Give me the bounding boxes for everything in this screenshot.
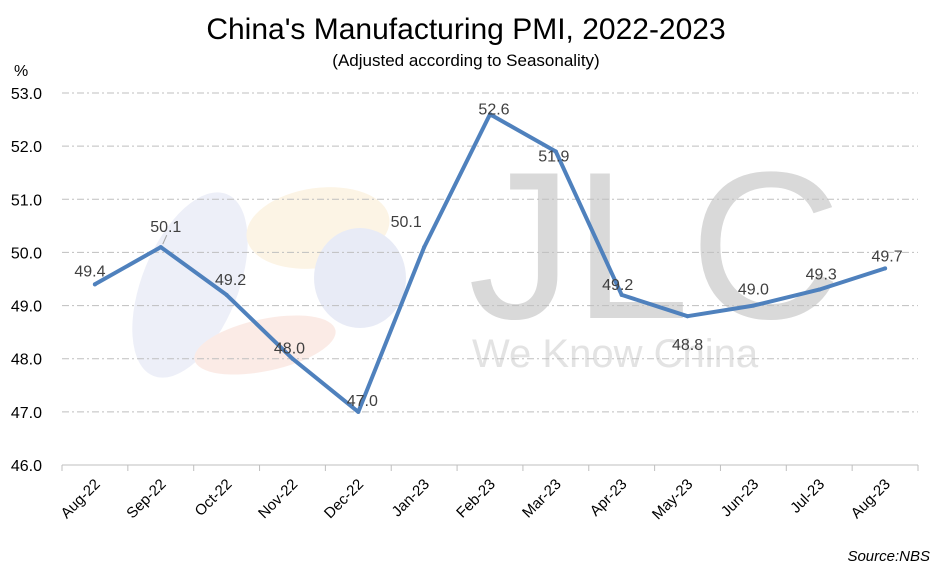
watermark-tagline: We Know China — [472, 332, 759, 376]
chart-subtitle: (Adjusted according to Seasonality) — [332, 51, 599, 70]
y-tick-label: 51.0 — [11, 192, 42, 209]
data-point — [488, 112, 492, 117]
data-point — [290, 356, 295, 361]
data-label: 49.7 — [872, 248, 903, 265]
x-tick-label: Mar-23 — [519, 476, 565, 522]
label-leader — [162, 234, 168, 245]
x-tick-label: Jul-23 — [787, 476, 828, 517]
watermark-logo — [132, 187, 406, 378]
chart-title: China's Manufacturing PMI, 2022-2023 — [206, 13, 725, 46]
data-point — [751, 303, 756, 308]
data-point — [224, 292, 229, 297]
data-point — [158, 245, 163, 250]
data-point — [422, 245, 427, 250]
data-point — [685, 314, 690, 319]
data-label: 51.9 — [538, 148, 569, 165]
y-tick-label: 48.0 — [11, 352, 42, 369]
y-tick-label: 50.0 — [11, 245, 42, 262]
data-point — [553, 149, 558, 154]
data-point — [817, 287, 822, 292]
x-axis — [61, 464, 919, 471]
y-tick-label: 47.0 — [11, 405, 42, 422]
data-label: 47.0 — [347, 393, 378, 410]
data-label: 49.2 — [215, 272, 246, 289]
y-tick-label: 46.0 — [11, 458, 42, 475]
x-tick-label: Aug-22 — [58, 476, 104, 522]
x-tick-label: Jan-23 — [389, 476, 433, 520]
y-axis-ticks: 46.0 47.0 48.0 49.0 50.0 51.0 52.0 53.0 — [11, 86, 42, 475]
watermark-brand: JLC — [468, 128, 841, 363]
data-label: 49.3 — [806, 267, 837, 284]
data-point — [92, 282, 97, 287]
data-label: 50.1 — [150, 219, 181, 236]
x-tick-label: Oct-22 — [192, 476, 236, 520]
data-labels: 49.4 50.1 49.2 48.0 47.0 50.1 52.6 51.9 49.2 48.8… — [74, 101, 902, 410]
data-label: 49.0 — [738, 282, 769, 299]
y-tick-label: 49.0 — [11, 299, 42, 316]
data-label: 48.0 — [274, 341, 305, 358]
source-note: Source:NBS — [847, 548, 930, 565]
data-point — [883, 266, 888, 271]
data-label: 49.2 — [602, 277, 633, 294]
x-tick-label: Dec-22 — [321, 476, 367, 522]
x-tick-label: Sep-22 — [123, 476, 169, 522]
data-label: 52.6 — [478, 101, 509, 118]
x-tick-label: May-23 — [649, 476, 696, 523]
x-tick-label: Nov-22 — [255, 476, 301, 522]
x-axis-ticks: Aug-22 Sep-22 Oct-22 Nov-22 Dec-22 Jan-23 Feb-… — [58, 476, 894, 523]
data-label: 49.4 — [74, 263, 105, 280]
x-tick-label: Jun-23 — [718, 476, 762, 520]
x-tick-label: Apr-23 — [587, 476, 631, 520]
series-pmi — [92, 112, 888, 414]
y-axis-unit: % — [14, 63, 28, 80]
x-tick-label: Aug-23 — [848, 476, 894, 522]
data-label: 48.8 — [672, 337, 703, 354]
y-tick-label: 52.0 — [11, 139, 42, 156]
watermark: JLC We Know China — [132, 128, 841, 378]
data-point — [619, 292, 624, 297]
x-tick-label: Feb-23 — [453, 476, 499, 522]
data-label: 50.1 — [391, 214, 422, 231]
data-point — [356, 409, 361, 414]
y-tick-label: 53.0 — [11, 86, 42, 103]
